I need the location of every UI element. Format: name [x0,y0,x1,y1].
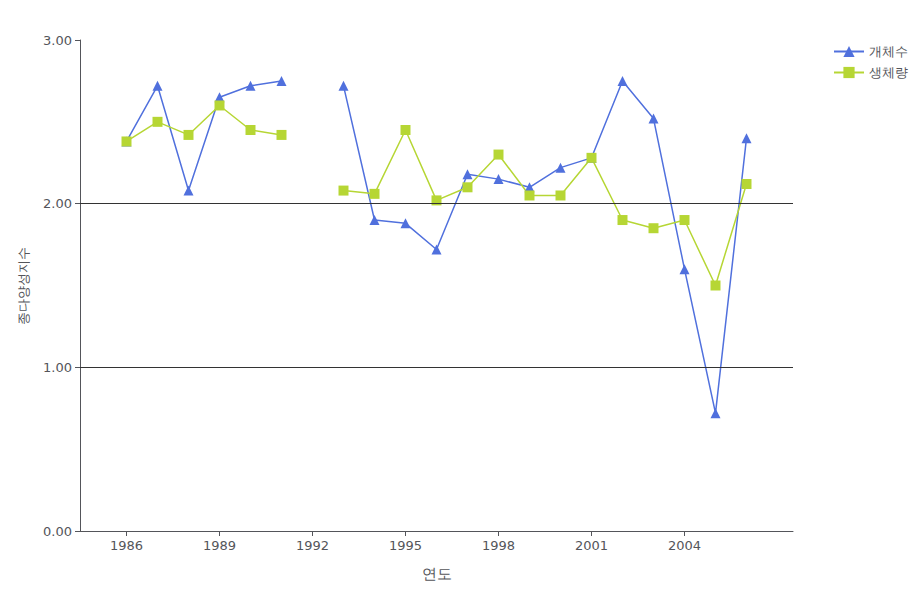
svg-text:1995: 1995 [389,538,422,553]
svg-text:3.00: 3.00 [43,33,72,48]
svg-text:1998: 1998 [482,538,515,553]
svg-text:2001: 2001 [575,538,608,553]
svg-text:1986: 1986 [110,538,143,553]
svg-text:연도: 연도 [422,565,452,583]
svg-text:2004: 2004 [668,538,701,553]
svg-text:0.00: 0.00 [43,524,72,539]
svg-text:1.00: 1.00 [43,360,72,375]
svg-text:2.00: 2.00 [43,196,72,211]
svg-text:생체량: 생체량 [869,65,908,80]
svg-text:개체수: 개체수 [869,44,908,59]
svg-text:종다양성지수: 종다양성지수 [16,247,31,325]
svg-text:1989: 1989 [203,538,236,553]
svg-text:1992: 1992 [296,538,329,553]
